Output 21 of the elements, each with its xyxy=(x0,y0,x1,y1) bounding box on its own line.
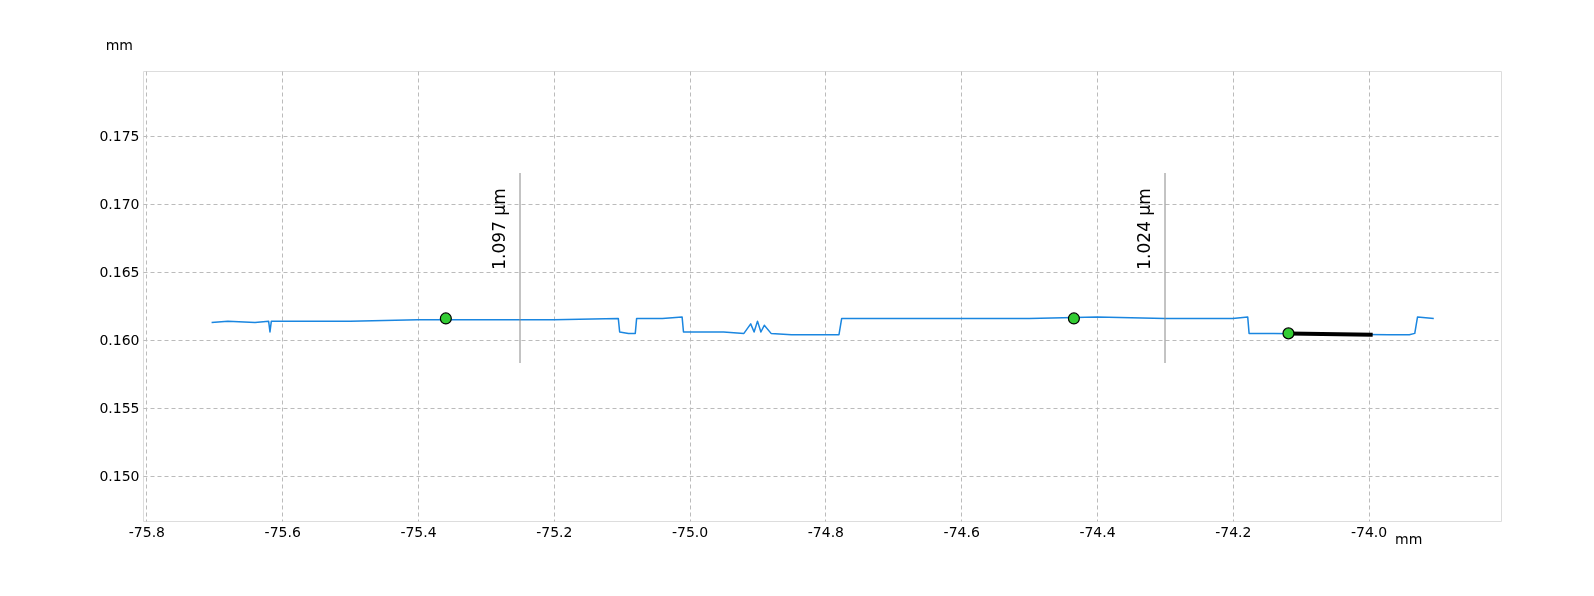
line-series xyxy=(210,316,1435,336)
annotation: 1.024 µm xyxy=(1134,188,1154,270)
x-tick-label: -75.0 xyxy=(671,523,709,540)
x-tick-label: -75.8 xyxy=(128,523,166,540)
annotation: 1.097 µm xyxy=(489,188,509,270)
y-axis-title: mm xyxy=(105,37,133,53)
y-tick-label: 0.170 xyxy=(99,195,140,212)
x-tick-label: -74.8 xyxy=(807,523,845,540)
y-tick-label: 0.175 xyxy=(99,127,140,144)
x-tick-label: -74.0 xyxy=(1350,523,1388,540)
y-tick-label: 0.155 xyxy=(99,399,140,416)
x-tick-label: -75.2 xyxy=(536,523,573,540)
x-tick-label: -74.6 xyxy=(943,523,980,540)
x-axis-title: mm xyxy=(1395,531,1423,547)
x-tick-label: -75.4 xyxy=(400,523,437,540)
y-tick-label: 0.150 xyxy=(99,467,140,484)
y-tick-label: 0.160 xyxy=(99,331,140,348)
x-tick-label: -74.4 xyxy=(1079,523,1116,540)
x-tick-label: -74.2 xyxy=(1215,523,1252,540)
y-tick-label: 0.165 xyxy=(99,263,140,280)
x-tick-label: -75.6 xyxy=(264,523,301,540)
